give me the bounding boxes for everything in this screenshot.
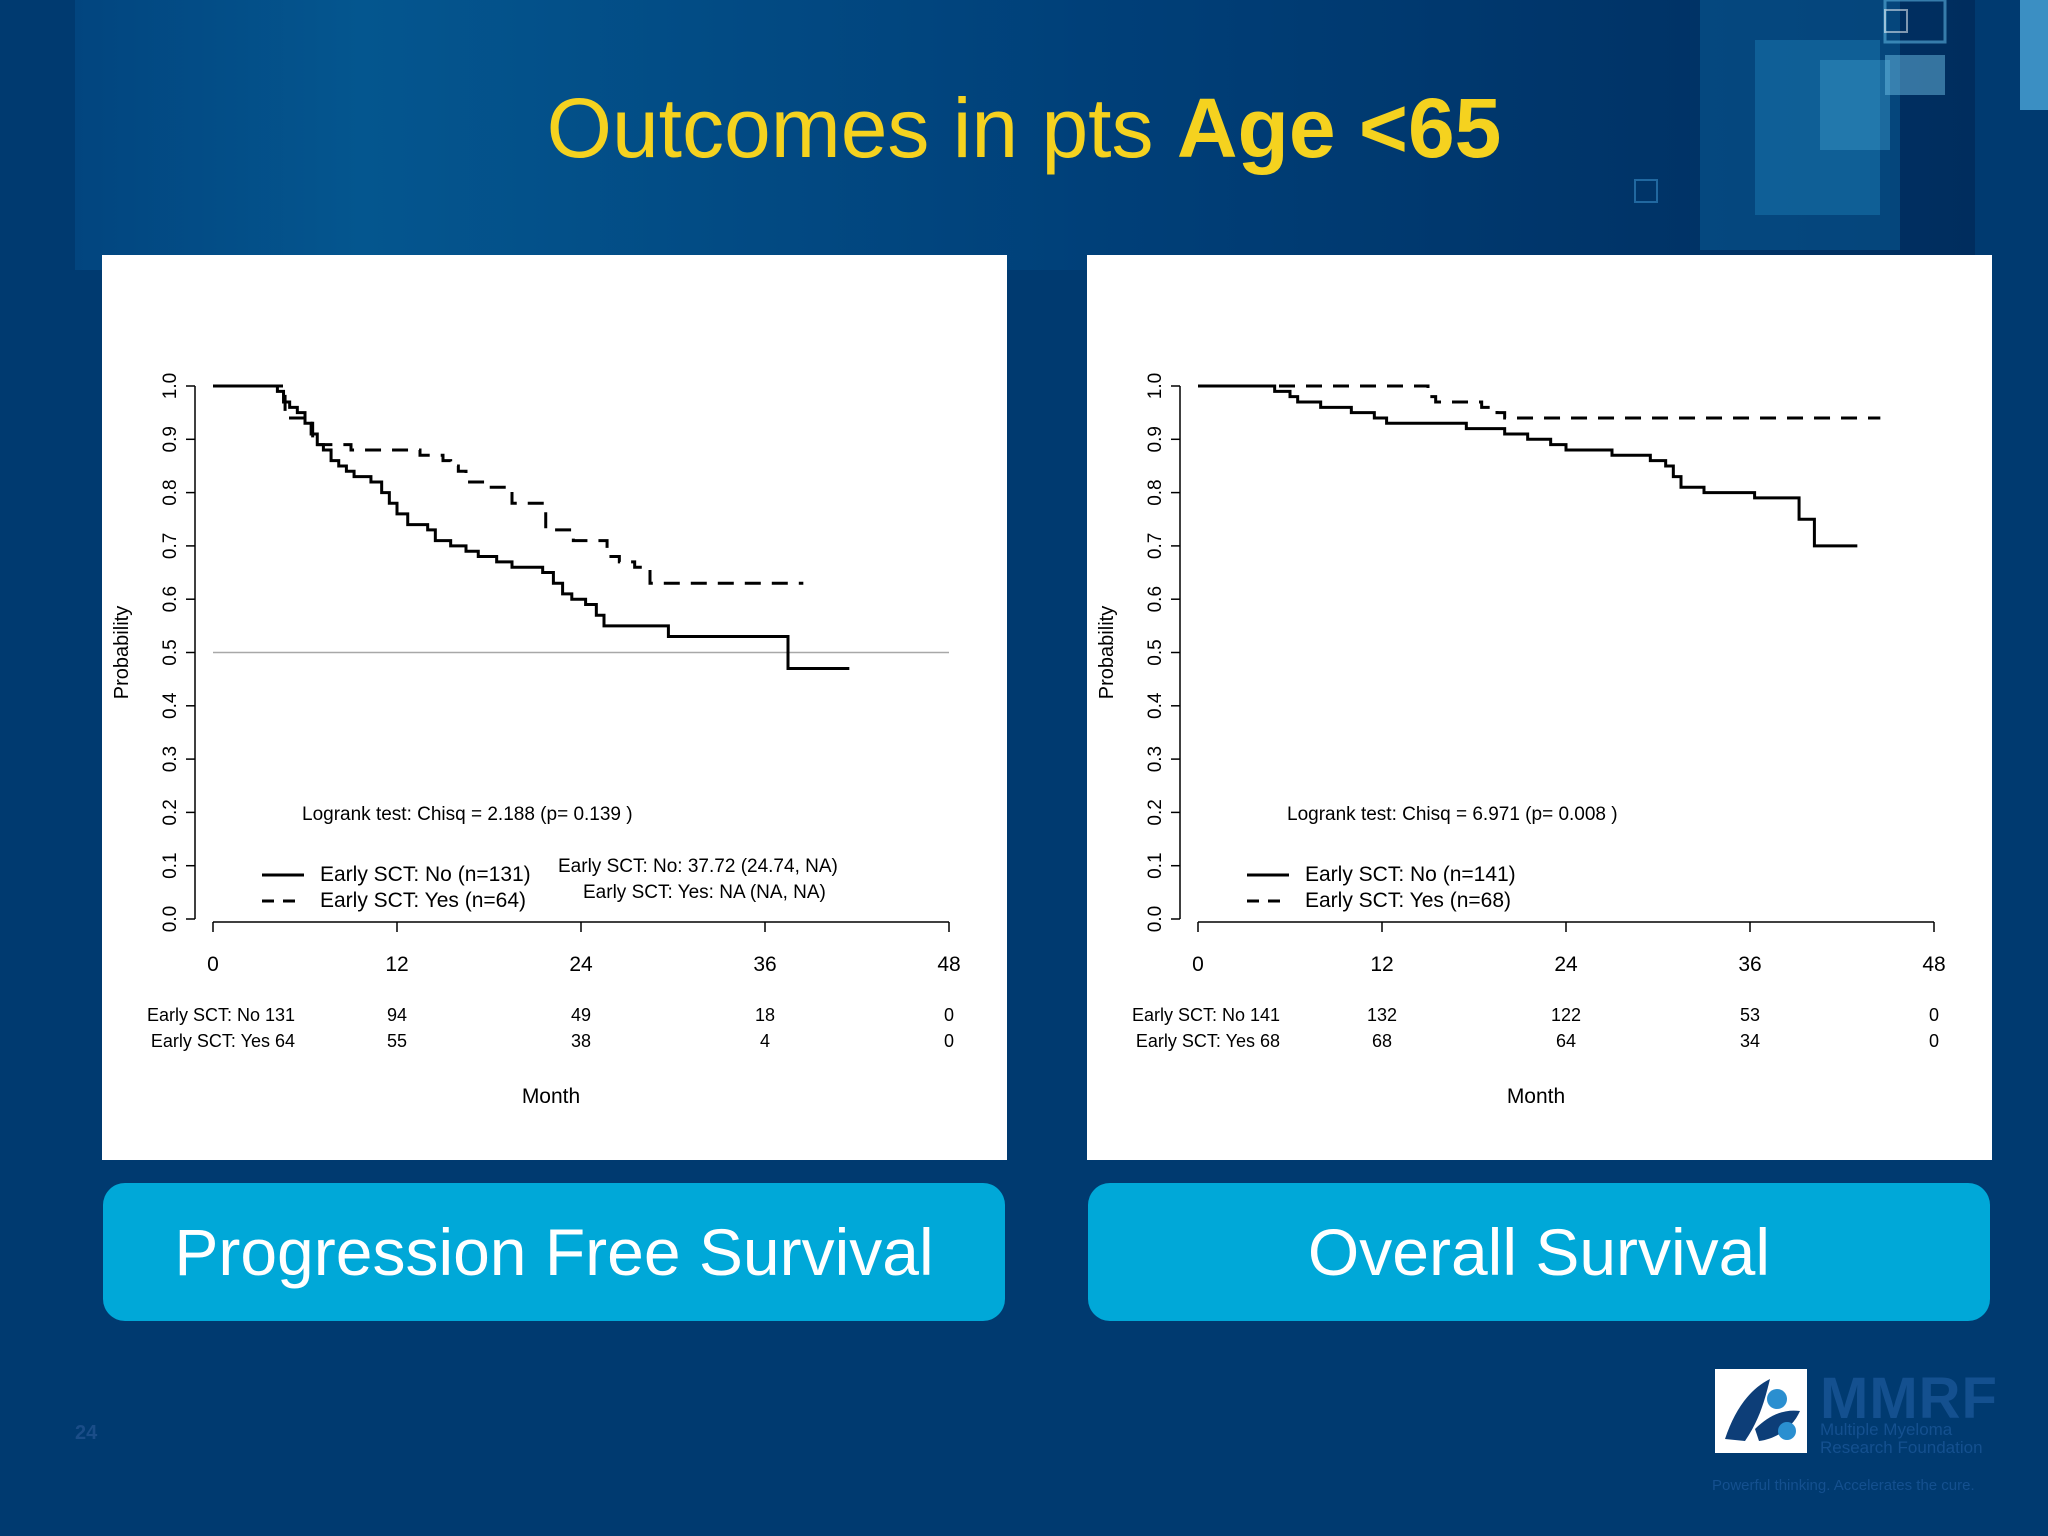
risk-table-value: 4 bbox=[760, 1031, 770, 1051]
y-tick-label: 0.2 bbox=[160, 799, 181, 825]
x-tick-label: 48 bbox=[937, 953, 960, 976]
slide-number: 24 bbox=[75, 1422, 98, 1444]
y-tick-label: 0.7 bbox=[1145, 533, 1166, 559]
risk-table-value: 64 bbox=[1556, 1031, 1576, 1051]
x-tick-label: 36 bbox=[1738, 953, 1761, 976]
risk-table-value: 18 bbox=[755, 1005, 775, 1025]
y-axis-label: Probability bbox=[111, 606, 133, 699]
km-curve-no bbox=[213, 384, 850, 670]
risk-table-value: 0 bbox=[944, 1005, 954, 1025]
x-tick-label: 24 bbox=[569, 953, 593, 976]
pfs-km-chart: 0.0 0.1 0.2 0.3 0.4 0.5 0.6 0.7 0.8 0.9 1.0 Probabi… bbox=[111, 373, 961, 1108]
os-caption: Overall Survival bbox=[1088, 1183, 1990, 1321]
legend-label: Early SCT: Yes (n=64) bbox=[320, 889, 526, 912]
os-km-chart: 0.0 0.1 0.2 0.3 0.4 0.5 0.6 0.7 0.8 0.9 1.0 Probabi… bbox=[1096, 373, 1946, 1108]
risk-table-row-label: Early SCT: No 141 bbox=[1132, 1005, 1280, 1025]
y-tick-label: 0.8 bbox=[160, 479, 181, 505]
legend-label: Early SCT: No (n=131) bbox=[320, 863, 531, 886]
logrank-annotation: Logrank test: Chisq = 6.971 (p= 0.008 ) bbox=[1287, 804, 1618, 825]
risk-table-value: 0 bbox=[1929, 1031, 1939, 1051]
y-tick-label: 0.0 bbox=[160, 906, 181, 932]
y-tick-label: 0.8 bbox=[1145, 479, 1166, 505]
y-tick-label: 1.0 bbox=[160, 373, 181, 399]
header-banner bbox=[75, 0, 1975, 270]
os-chart-panel: 0.0 0.1 0.2 0.3 0.4 0.5 0.6 0.7 0.8 0.9 1.0 Probabi… bbox=[1087, 255, 1992, 1160]
risk-table-value: 55 bbox=[387, 1031, 407, 1051]
logo-name: MMRF bbox=[1820, 1366, 1998, 1431]
x-tick-label: 36 bbox=[753, 953, 776, 976]
y-tick-label: 0.1 bbox=[1145, 852, 1166, 878]
risk-table-row-label: Early SCT: Yes 68 bbox=[1136, 1031, 1280, 1051]
x-tick-label: 48 bbox=[1922, 953, 1945, 976]
x-tick-label: 12 bbox=[385, 953, 408, 976]
y-tick-label: 0.4 bbox=[1145, 692, 1166, 719]
risk-table-value: 0 bbox=[944, 1031, 954, 1051]
km-curve-no bbox=[1198, 384, 1858, 548]
y-tick-label: 0.5 bbox=[1145, 639, 1166, 665]
y-tick-label: 0.7 bbox=[160, 533, 181, 559]
y-tick-label: 0.9 bbox=[1145, 426, 1166, 452]
x-tick-label: 0 bbox=[1192, 953, 1204, 976]
y-tick-label: 0.4 bbox=[160, 692, 181, 719]
y-tick-label: 0.6 bbox=[160, 586, 181, 612]
logo-subtitle: Multiple Myeloma Research Foundation bbox=[1820, 1420, 1983, 1457]
x-tick-label: 12 bbox=[1370, 953, 1393, 976]
y-axis-label: Probability bbox=[1096, 606, 1118, 699]
km-curve-yes bbox=[1198, 384, 1881, 420]
oak-leaf-icon bbox=[1715, 1369, 1807, 1453]
risk-table-row-label: Early SCT: Yes 64 bbox=[151, 1031, 295, 1051]
median-label-yes: Early SCT: Yes: NA (NA, NA) bbox=[583, 882, 826, 903]
corner-decoration bbox=[2020, 0, 2048, 110]
y-tick-label: 0.0 bbox=[1145, 906, 1166, 932]
y-tick-label: 0.3 bbox=[1145, 746, 1166, 772]
banner-decoration bbox=[1634, 0, 1947, 250]
mmrf-logo: MMRF Multiple Myeloma Research Foundatio… bbox=[1712, 1365, 2012, 1505]
y-tick-label: 1.0 bbox=[1145, 373, 1166, 399]
y-tick-label: 0.9 bbox=[160, 426, 181, 452]
pfs-caption: Progression Free Survival bbox=[103, 1183, 1005, 1321]
x-tick-label: 0 bbox=[207, 953, 219, 976]
y-tick-label: 0.5 bbox=[160, 639, 181, 665]
risk-table-value: 94 bbox=[387, 1005, 407, 1025]
risk-table-value: 53 bbox=[1740, 1005, 1760, 1025]
risk-table-value: 68 bbox=[1372, 1031, 1392, 1051]
logo-tagline: Powerful thinking. Accelerates the cure. bbox=[1712, 1477, 1975, 1494]
x-axis-label: Month bbox=[1507, 1085, 1565, 1108]
x-axis-label: Month bbox=[522, 1085, 580, 1108]
y-tick-label: 0.6 bbox=[1145, 586, 1166, 612]
pfs-chart-panel: 0.0 0.1 0.2 0.3 0.4 0.5 0.6 0.7 0.8 0.9 1.0 Probabi… bbox=[102, 255, 1007, 1160]
risk-table-value: 34 bbox=[1740, 1031, 1760, 1051]
risk-table-value: 49 bbox=[571, 1005, 591, 1025]
legend-label: Early SCT: Yes (n=68) bbox=[1305, 889, 1511, 912]
y-tick-label: 0.3 bbox=[160, 746, 181, 772]
x-tick-label: 24 bbox=[1554, 953, 1578, 976]
risk-table-value: 38 bbox=[571, 1031, 591, 1051]
risk-table-value: 122 bbox=[1551, 1005, 1581, 1025]
median-label-no: Early SCT: No: 37.72 (24.74, NA) bbox=[558, 856, 838, 877]
y-tick-label: 0.2 bbox=[1145, 799, 1166, 825]
legend-label: Early SCT: No (n=141) bbox=[1305, 863, 1516, 886]
slide-title: Outcomes in pts Age <65 bbox=[546, 81, 1502, 175]
risk-table-value: 132 bbox=[1367, 1005, 1397, 1025]
km-curve-yes bbox=[213, 384, 804, 585]
risk-table-row-label: Early SCT: No 131 bbox=[147, 1005, 295, 1025]
logrank-annotation: Logrank test: Chisq = 2.188 (p= 0.139 ) bbox=[302, 804, 633, 825]
risk-table-value: 0 bbox=[1929, 1005, 1939, 1025]
y-tick-label: 0.1 bbox=[160, 852, 181, 878]
